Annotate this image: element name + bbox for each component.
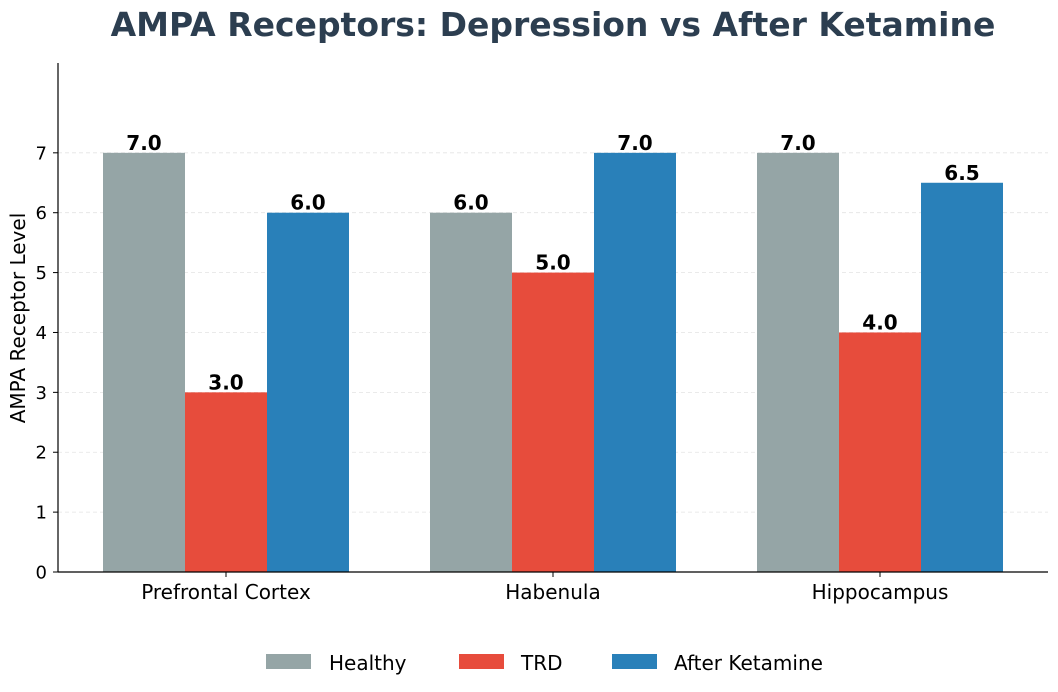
x-tick-label: Hippocampus (812, 580, 949, 604)
legend: Healthy TRD After Ketamine (266, 651, 823, 675)
bar-healthy-2 (757, 152, 839, 572)
bar-value-label: 6.0 (453, 191, 488, 215)
chart-title: AMPA Receptors: Depression vs After Keta… (111, 5, 996, 44)
bar-labels: 7.0 6.0 7.0 3.0 5.0 4.0 6.0 7.0 6.5 (126, 131, 979, 395)
bar-value-label: 6.0 (290, 191, 325, 215)
y-tick-label: 4 (36, 323, 47, 344)
y-tick-label: 7 (36, 143, 47, 164)
y-tick-label: 6 (36, 203, 47, 224)
bar-value-label: 3.0 (208, 370, 243, 394)
legend-item-after-ketamine: After Ketamine (612, 651, 823, 675)
bar-trd-2 (839, 332, 921, 572)
legend-label: Healthy (329, 651, 407, 675)
bar-after-ketamine-1 (594, 152, 676, 572)
x-tick-label: Prefrontal Cortex (141, 580, 311, 604)
x-ticks: Prefrontal Cortex Habenula Hippocampus (141, 572, 948, 604)
legend-label: TRD (520, 651, 563, 675)
legend-label: After Ketamine (674, 651, 823, 675)
bars (103, 152, 1003, 573)
bar-after-ketamine-2 (921, 182, 1003, 572)
bar-healthy-0 (103, 152, 185, 572)
bar-value-label: 7.0 (617, 131, 652, 155)
bar-trd-1 (512, 272, 594, 572)
bar-value-label: 5.0 (535, 251, 570, 275)
y-tick-label: 5 (36, 263, 47, 284)
x-tick-label: Habenula (505, 580, 600, 604)
y-tick-label: 2 (36, 443, 47, 464)
y-axis-label: AMPA Receptor Level (6, 213, 30, 424)
y-tick-label: 3 (36, 383, 47, 404)
bar-value-label: 7.0 (126, 131, 161, 155)
y-tick-label: 1 (36, 503, 47, 524)
y-ticks: 0 1 2 3 4 5 6 7 (36, 143, 58, 584)
bar-after-ketamine-0 (267, 212, 349, 573)
bar-value-label: 7.0 (780, 131, 815, 155)
legend-item-healthy: Healthy (266, 651, 407, 675)
bar-value-label: 4.0 (862, 310, 897, 334)
bar-value-label: 6.5 (944, 161, 979, 185)
legend-swatch (612, 654, 657, 669)
legend-item-trd: TRD (459, 651, 563, 675)
bar-trd-0 (185, 392, 267, 572)
bar-healthy-1 (430, 212, 512, 573)
legend-swatch (266, 654, 311, 669)
legend-swatch (459, 654, 504, 669)
y-tick-label: 0 (36, 563, 47, 584)
